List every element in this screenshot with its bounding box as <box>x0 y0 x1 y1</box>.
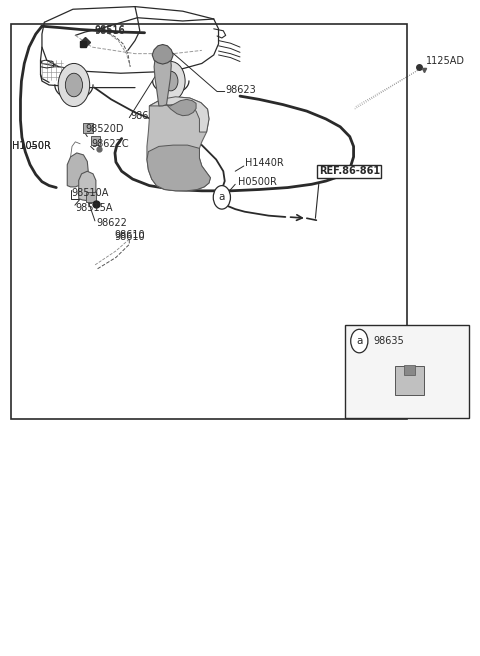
Polygon shape <box>147 96 210 191</box>
Text: 98520D: 98520D <box>85 124 123 134</box>
Polygon shape <box>147 145 210 191</box>
Text: 98635: 98635 <box>373 336 404 346</box>
Polygon shape <box>167 99 196 115</box>
Text: 98610: 98610 <box>114 230 144 240</box>
Circle shape <box>213 186 230 209</box>
Text: 98622C: 98622C <box>91 139 129 149</box>
Bar <box>395 366 424 395</box>
Bar <box>86 192 96 202</box>
Text: 98610: 98610 <box>114 232 144 241</box>
Text: 98516: 98516 <box>95 25 125 35</box>
Text: REF.86-861: REF.86-861 <box>319 166 380 176</box>
Bar <box>404 365 415 375</box>
Polygon shape <box>67 153 88 187</box>
Polygon shape <box>149 96 209 132</box>
Polygon shape <box>79 171 96 201</box>
Circle shape <box>351 329 368 353</box>
Text: H1440R: H1440R <box>245 158 284 169</box>
Text: 98510A: 98510A <box>72 188 109 198</box>
Circle shape <box>156 62 185 100</box>
Bar <box>83 123 93 133</box>
Text: H1050R: H1050R <box>12 142 51 152</box>
Bar <box>11 24 407 419</box>
Circle shape <box>58 64 90 106</box>
Polygon shape <box>154 51 171 106</box>
Text: 98620: 98620 <box>130 111 161 121</box>
Circle shape <box>164 72 178 91</box>
Text: 98622: 98622 <box>96 218 127 228</box>
Text: 98516: 98516 <box>95 26 125 36</box>
Text: H0500R: H0500R <box>238 176 276 187</box>
Text: H1050R: H1050R <box>12 142 51 152</box>
Polygon shape <box>152 45 173 64</box>
Bar <box>91 136 100 145</box>
Bar <box>345 325 469 418</box>
Text: a: a <box>219 192 225 202</box>
Text: 98623: 98623 <box>226 85 256 94</box>
Text: a: a <box>356 336 362 346</box>
Circle shape <box>65 73 83 96</box>
Text: 98515A: 98515A <box>75 203 113 213</box>
Text: 1125AD: 1125AD <box>426 56 465 66</box>
